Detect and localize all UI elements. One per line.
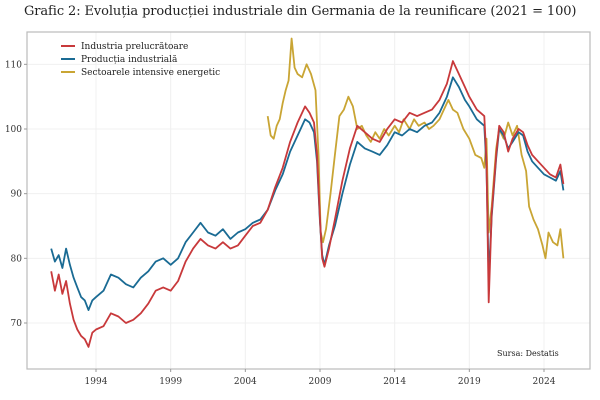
legend: Industria prelucrătoare Producția industr…: [61, 41, 220, 78]
chart-title: Grafic 2: Evoluția producției industrial…: [24, 4, 577, 19]
x-tick-label: 2019: [458, 377, 481, 387]
legend-label: Sectoarele intensive energetic: [81, 68, 220, 78]
legend-label: Industria prelucrătoare: [81, 41, 188, 52]
series-line-industria-prelucratoare: [50, 60, 565, 348]
x-tick-label: 2024: [533, 377, 556, 387]
x-tick-label: 2004: [234, 377, 257, 387]
y-tick-label: 70: [11, 319, 23, 329]
x-tick-label: 2014: [383, 377, 406, 387]
series-lines: [50, 37, 565, 348]
y-tick-label: 100: [5, 125, 22, 135]
legend-label: Producția industrială: [81, 54, 178, 65]
source-label: Sursa: Destatis: [497, 349, 559, 358]
axes: 1994 1999 2004 2009 2014 2019 2024 70 80 90 100 110: [5, 60, 556, 387]
x-tick-label: 1994: [85, 377, 108, 387]
y-tick-label: 110: [5, 60, 22, 70]
y-tick-label: 80: [11, 254, 23, 264]
x-tick-label: 1999: [159, 377, 182, 387]
x-tick-label: 2009: [309, 377, 332, 387]
series-line-sectoare-intensive-energetic: [266, 37, 565, 260]
y-tick-label: 90: [11, 190, 23, 200]
plot-frame: [26, 31, 591, 370]
grid: [27, 32, 590, 369]
